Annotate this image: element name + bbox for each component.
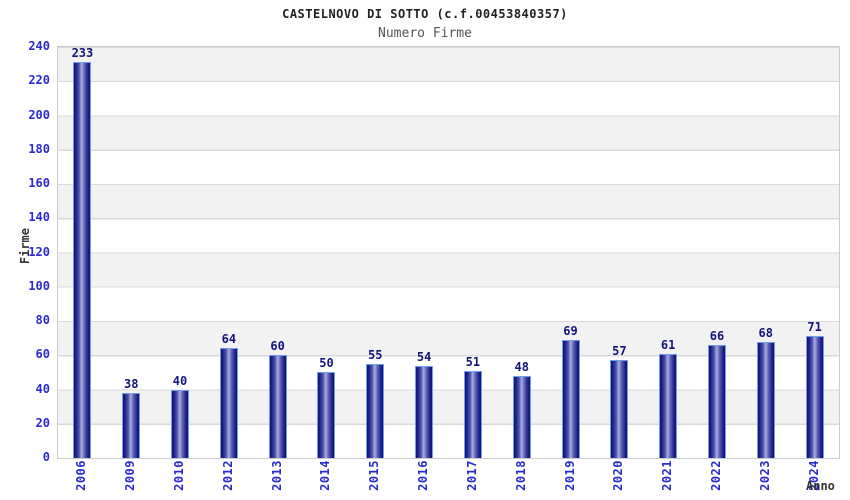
x-tick-cell: 2013 (252, 460, 301, 500)
y-tick-label: 60 (35, 347, 50, 362)
x-tick-label: 2006 (74, 460, 89, 491)
y-tick-label: 220 (28, 73, 50, 88)
x-tick-label: 2013 (269, 460, 284, 491)
bar-column: 66 (693, 47, 742, 458)
bar (561, 339, 580, 458)
bar-value-label: 40 (172, 373, 188, 388)
x-tick-label: 2016 (416, 460, 431, 491)
chart-title: CASTELNOVO DI SOTTO (c.f.00453840357) (282, 7, 568, 21)
bar-value-label: 50 (319, 356, 334, 371)
bar-value-label: 61 (660, 337, 676, 352)
x-tick-cell: 2023 (740, 460, 789, 500)
x-tick-cell: 2016 (399, 460, 448, 500)
y-tick-label: 160 (28, 176, 50, 190)
chart-subtitle: Numero Firme (378, 26, 472, 41)
bar (122, 392, 141, 458)
x-tick-cell: 2017 (448, 460, 497, 500)
x-tick-cell: 2009 (106, 460, 155, 500)
bar-column: 69 (546, 47, 595, 458)
x-tick-label: 2018 (513, 460, 528, 491)
bar (171, 389, 190, 458)
x-tick-label: 2010 (172, 460, 187, 491)
bar-series: 233 38 40 64 60 50 55 54 51 48 69 57 61 66 68 71 (58, 47, 839, 458)
bar-value-label: 38 (123, 376, 139, 391)
bar-value-label: 60 (270, 339, 285, 354)
bar (805, 336, 824, 458)
x-tick-cell: 2022 (692, 460, 741, 500)
x-tick-label: 2015 (367, 460, 382, 491)
x-tick-cell: 2019 (545, 460, 594, 500)
x-tick-cell: 2021 (643, 460, 692, 500)
bar-value-label: 57 (612, 344, 627, 359)
x-tick-label: 2009 (123, 460, 138, 491)
y-tick-label: 40 (35, 381, 50, 396)
bar (219, 348, 238, 458)
bar (610, 360, 629, 458)
bar-value-label: 54 (416, 349, 432, 364)
bar-column: 60 (253, 47, 302, 458)
bar-value-label: 64 (221, 332, 237, 347)
bar-value-label: 71 (807, 320, 822, 335)
bar-column: 40 (156, 47, 205, 458)
y-tick-label: 80 (35, 313, 50, 327)
x-axis-title: Anno (806, 479, 835, 493)
y-tick-label: 100 (28, 278, 50, 293)
x-axis-tick-labels: 2006 2009 2010 2012 2013 2014 2015 2016 2017 2018… (57, 460, 838, 500)
x-tick-label: 2012 (220, 460, 235, 491)
x-tick-label: 2022 (708, 460, 723, 491)
bar-value-label: 69 (563, 323, 578, 338)
x-tick-label: 2020 (611, 460, 626, 491)
x-tick-cell: 2015 (350, 460, 399, 500)
bar (317, 372, 336, 458)
bar-column: 48 (497, 47, 546, 458)
bar (366, 363, 385, 458)
x-tick-cell: 2012 (203, 460, 252, 500)
bar (707, 344, 726, 458)
bar-value-label: 51 (465, 354, 481, 369)
x-tick-label: 2021 (660, 460, 675, 491)
y-tick-label: 200 (28, 107, 50, 122)
bar (512, 375, 531, 458)
bar (659, 353, 678, 458)
y-tick-label: 240 (28, 39, 50, 53)
x-tick-cell: 2014 (301, 460, 350, 500)
y-tick-label: 20 (35, 415, 50, 430)
bar-column: 55 (351, 47, 400, 458)
bar-column: 64 (204, 47, 253, 458)
y-tick-label: 0 (42, 450, 50, 464)
bar-column: 233 (58, 47, 107, 458)
x-tick-label: 2023 (757, 460, 772, 491)
bar (415, 365, 434, 458)
plot-area: 233 38 40 64 60 50 55 54 51 48 69 57 61 66 68 71 (57, 46, 840, 459)
bar (268, 355, 287, 458)
bar-value-label: 48 (514, 359, 529, 374)
bar-column: 54 (400, 47, 449, 458)
bar-column: 38 (107, 47, 156, 458)
bar (463, 370, 482, 458)
bar-column: 51 (449, 47, 498, 458)
bar-value-label: 68 (758, 325, 773, 340)
bar (756, 341, 775, 458)
bar-value-label: 55 (368, 347, 383, 362)
bar-value-label: 66 (709, 328, 725, 343)
bar (73, 62, 92, 458)
bar-column: 50 (302, 47, 351, 458)
x-tick-label: 2014 (318, 460, 333, 491)
y-tick-label: 180 (28, 141, 50, 156)
x-tick-cell: 2010 (155, 460, 204, 500)
bar-value-label: 233 (71, 46, 94, 60)
y-tick-label: 140 (28, 210, 50, 225)
bar-column: 68 (741, 47, 790, 458)
y-tick-label: 120 (28, 244, 50, 259)
bar-column: 57 (595, 47, 644, 458)
x-tick-cell: 2020 (594, 460, 643, 500)
x-tick-cell: 2006 (57, 460, 106, 500)
x-tick-cell: 2018 (496, 460, 545, 500)
bar-column: 71 (790, 47, 839, 458)
bar-column: 61 (644, 47, 693, 458)
x-tick-label: 2019 (562, 460, 577, 491)
x-tick-label: 2017 (464, 460, 479, 491)
